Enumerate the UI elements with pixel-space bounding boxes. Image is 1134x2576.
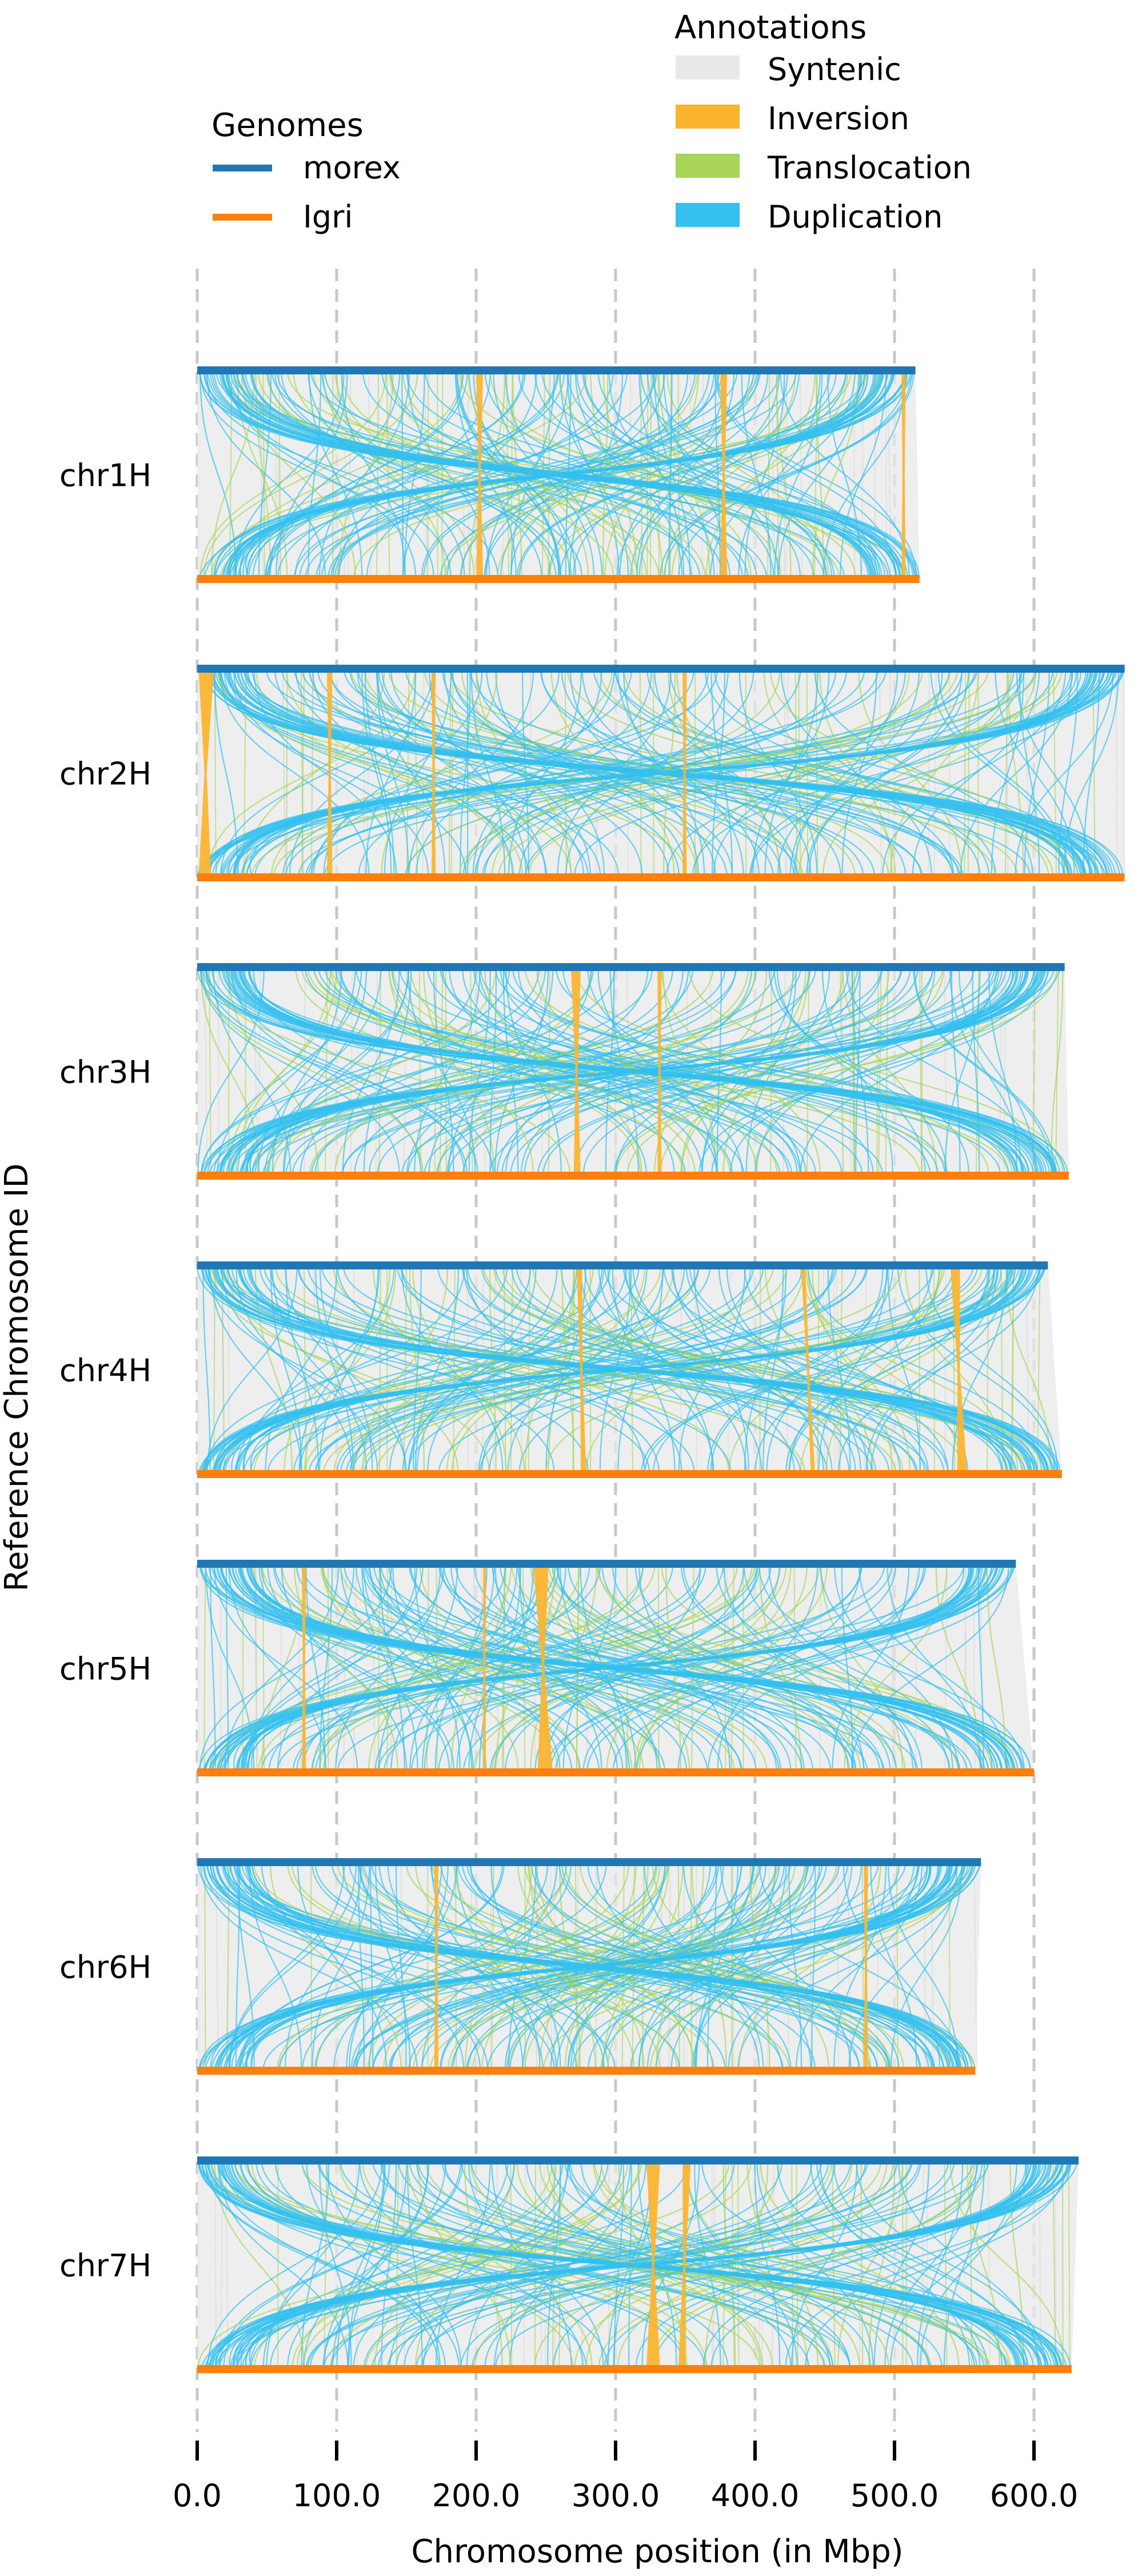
- chromosome-label: chr7H: [59, 2248, 151, 2284]
- syntenic-link: [311, 1862, 312, 2071]
- syntenic-link: [437, 370, 438, 579]
- chromosome-label: chr6H: [59, 1950, 151, 1986]
- chromosome-label: chr5H: [59, 1651, 151, 1687]
- chromosome-panels: chr1H chr2H chr3H chr4H chr5H chr6H chr7H: [59, 370, 1125, 2369]
- chromosome-panel: chr3H: [59, 967, 1069, 1176]
- annotation-legend-label: Inversion: [768, 101, 909, 137]
- x-tick-label: 600.0: [990, 2478, 1079, 2514]
- x-tick-label: 500.0: [850, 2478, 939, 2514]
- x-axis-label: Chromosome position (in Mbp): [411, 2533, 903, 2570]
- chromosome-panel: chr1H: [59, 370, 920, 579]
- x-tick-label: 100.0: [293, 2478, 381, 2514]
- chromosome-label: chr3H: [59, 1055, 151, 1091]
- x-axis: 0.0 100.0 200.0 300.0 400.0 500.0 600.0: [173, 2441, 1078, 2514]
- syntenic-link: [759, 2160, 760, 2369]
- annotations-legend: Annotations Syntenic Inversion Translocati…: [674, 9, 972, 235]
- genome-legend-label: Igri: [303, 199, 353, 235]
- chromosome-panel: chr6H: [59, 1862, 981, 2071]
- inversion-region: [483, 1564, 486, 1772]
- chromosome-label: chr1H: [59, 458, 151, 494]
- annotation-legend-swatch: [676, 55, 740, 79]
- genomes-legend-title: Genomes: [211, 107, 364, 144]
- x-tick-label: 200.0: [432, 2478, 521, 2514]
- syntenic-link: [391, 1564, 392, 1772]
- chromosome-panel: chr4H: [59, 1265, 1062, 1474]
- x-tick-label: 0.0: [173, 2478, 222, 2514]
- annotations-legend-title: Annotations: [674, 9, 867, 46]
- annotation-legend-swatch: [676, 154, 740, 178]
- genomes-legend: Genomes morex Igri: [211, 107, 401, 235]
- chromosome-panel: chr7H: [59, 2160, 1079, 2369]
- annotation-legend-swatch: [676, 203, 740, 227]
- chromosome-panel: chr2H: [59, 669, 1125, 877]
- annotation-legend-swatch: [676, 105, 740, 129]
- x-tick-label: 300.0: [572, 2478, 660, 2514]
- chromosome-panel: chr5H: [59, 1564, 1034, 1772]
- chromosome-label: chr4H: [59, 1353, 151, 1389]
- y-axis-label: Reference Chromosome ID: [0, 1163, 35, 1591]
- annotation-legend-label: Translocation: [767, 150, 972, 186]
- annotation-legend-label: Duplication: [768, 199, 943, 235]
- annotation-legend-label: Syntenic: [768, 51, 901, 87]
- x-tick-label: 400.0: [711, 2478, 800, 2514]
- genome-legend-label: morex: [303, 150, 401, 186]
- chromosome-label: chr2H: [59, 756, 151, 792]
